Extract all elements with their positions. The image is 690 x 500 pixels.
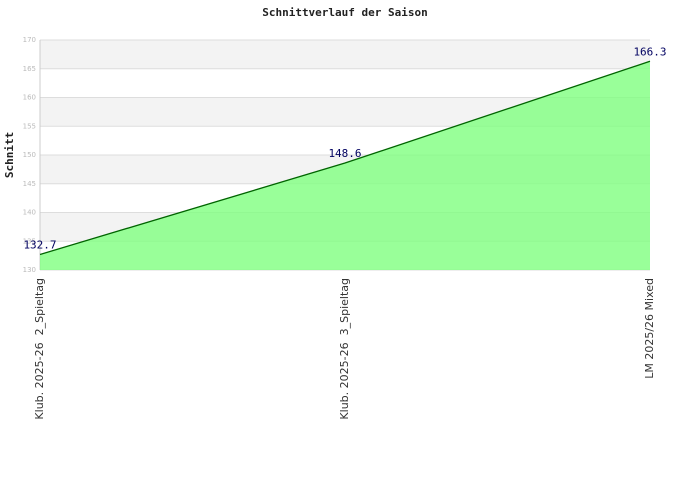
y-axis-label: Schnitt [3,132,16,178]
value-label: 132.7 [23,238,56,251]
y-tick-label: 145 [23,180,36,188]
x-tick-label: Klub. 2025-26 2_Spieltag [33,278,46,420]
chart-title: Schnittverlauf der Saison [262,6,428,19]
y-tick-label: 140 [23,209,36,217]
y-tick-label: 160 [23,94,36,102]
x-tick-label: LM 2025/26 Mixed [643,278,656,379]
y-tick-label: 165 [23,65,36,73]
band [40,40,650,69]
x-tick-label: Klub. 2025-26 3_Spieltag [338,278,351,420]
y-tick-label: 155 [23,122,36,130]
area [40,61,650,271]
line [39,60,651,256]
value-label: 148.6 [328,147,361,160]
y-tick-label: 170 [23,36,36,44]
y-tick-label: 135 [23,237,36,245]
y-tick-label: 130 [23,266,36,274]
value-label: 166.3 [633,45,666,58]
y-tick-label: 150 [23,151,36,159]
